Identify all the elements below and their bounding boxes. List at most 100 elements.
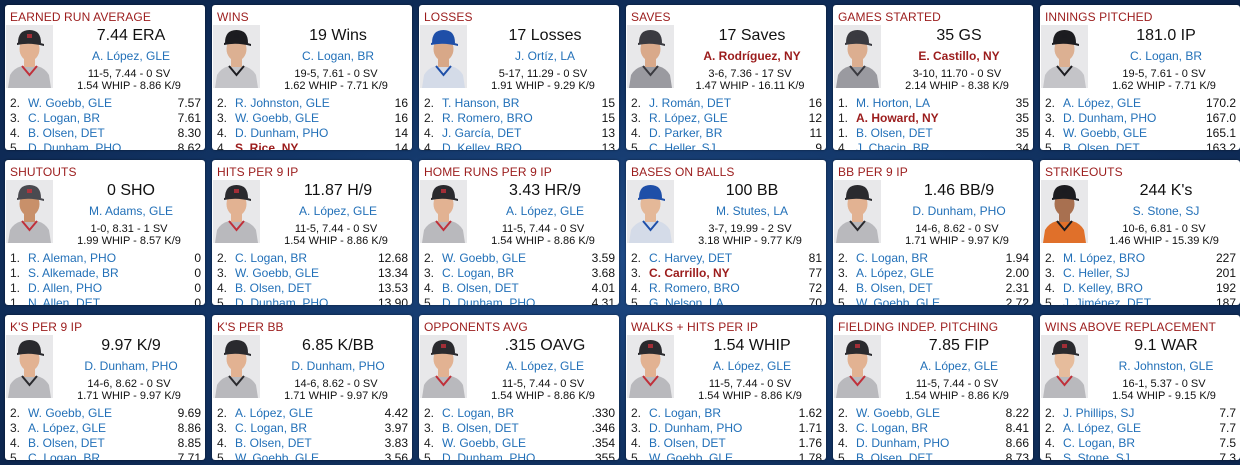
player-name-link[interactable]: C. Logan, BR <box>1063 436 1136 450</box>
leader-name-link[interactable]: D. Dunham, PHO <box>912 204 1006 218</box>
player-name-link[interactable]: R. Johnston, GLE <box>235 96 330 110</box>
leader-card[interactable]: INNINGS PITCHED 181.0 IP C. Logan, BR 19-5,… <box>1040 5 1240 150</box>
player-portrait[interactable] <box>213 180 260 243</box>
player-name-link[interactable]: C. Logan, BR <box>235 251 308 265</box>
player-name-link[interactable]: D. Dunham, PHO <box>442 451 536 460</box>
player-name-link[interactable]: W. Goebb, GLE <box>1063 126 1148 140</box>
leader-card[interactable]: BASES ON BALLS 100 BB M. Stutes, LA 3-7, 19… <box>626 160 826 305</box>
player-name-link[interactable]: B. Olsen, DET <box>1063 141 1140 150</box>
player-name-link[interactable]: R. Romero, BRO <box>442 111 533 125</box>
player-name-link[interactable]: S. Stone, SJ <box>1063 451 1130 460</box>
player-name-link[interactable]: D. Dunham, PHO <box>649 421 743 435</box>
leader-card[interactable]: LOSSES 17 Losses J. Ortíz, LA 5-17, 11.29 -… <box>419 5 619 150</box>
player-name-link[interactable]: R. López, GLE <box>649 111 728 125</box>
leader-card[interactable]: SHUTOUTS 0 SHO M. Adams, GLE 1-0, 8.31 - 1 … <box>5 160 205 305</box>
player-name-link[interactable]: D. Dunham, PHO <box>856 436 950 450</box>
player-name-link[interactable]: G. Nelson, LA <box>649 296 724 305</box>
leader-card[interactable]: OPPONENTS AVG .315 OAVG A. López, GLE 11-5,… <box>419 315 619 460</box>
player-name-link[interactable]: B. Olsen, DET <box>649 436 726 450</box>
player-name-link[interactable]: W. Goebb, GLE <box>28 406 113 420</box>
leader-name-link[interactable]: S. Stone, SJ <box>1132 204 1200 218</box>
leader-name-link[interactable]: A. López, GLE <box>91 49 171 63</box>
leader-name-link[interactable]: A. López, GLE <box>505 204 585 218</box>
leader-name-link[interactable]: D. Dunham, PHO <box>291 359 385 373</box>
leader-card[interactable]: FIELDING INDEP. PITCHING 7.85 FIP A. López… <box>833 315 1033 460</box>
player-name-link[interactable]: W. Goebb, GLE <box>235 451 320 460</box>
player-name-link[interactable]: R. Romero, BRO <box>649 281 740 295</box>
leader-card[interactable]: K'S PER BB 6.85 K/BB D. Dunham, PHO 14-6, 8… <box>212 315 412 460</box>
player-name-link[interactable]: B. Olsen, DET <box>856 126 933 140</box>
player-name-link[interactable]: B. Olsen, DET <box>856 451 933 460</box>
player-portrait[interactable] <box>627 25 674 88</box>
leader-name-link[interactable]: R. Johnston, GLE <box>1118 359 1214 373</box>
leader-name-link[interactable]: M. Adams, GLE <box>88 204 174 218</box>
player-name-link[interactable]: B. Olsen, DET <box>442 421 519 435</box>
player-name-link[interactable]: J. Román, DET <box>649 96 732 110</box>
leader-name-link[interactable]: J. Ortíz, LA <box>514 49 575 63</box>
player-name-link[interactable]: C. Harvey, DET <box>649 251 733 265</box>
leader-name-link[interactable]: D. Dunham, PHO <box>84 359 178 373</box>
player-name-link[interactable]: C. Heller, SJ <box>649 141 716 150</box>
player-name-link[interactable]: B. Olsen, DET <box>28 436 105 450</box>
leader-card[interactable]: GAMES STARTED 35 GS E. Castillo, NY 3-10, 1… <box>833 5 1033 150</box>
leader-card[interactable]: WINS 19 Wins C. Logan, BR 19-5, 7.61 - 0 SV… <box>212 5 412 150</box>
leader-card[interactable]: STRIKEOUTS 244 K's S. Stone, SJ 10-6, 6.81 … <box>1040 160 1240 305</box>
player-portrait[interactable] <box>834 335 881 398</box>
leader-card[interactable]: BB PER 9 IP 1.46 BB/9 D. Dunham, PHO 14-6, … <box>833 160 1033 305</box>
player-name-link[interactable]: W. Goebb, GLE <box>235 266 320 280</box>
player-name-link[interactable]: C. Logan, BR <box>28 451 101 460</box>
player-portrait[interactable] <box>213 335 260 398</box>
player-name-link[interactable]: S. Alkemade, BR <box>28 266 119 280</box>
player-name-link[interactable]: C. Logan, BR <box>856 421 929 435</box>
player-portrait[interactable] <box>834 25 881 88</box>
player-portrait[interactable] <box>1041 335 1088 398</box>
player-portrait[interactable] <box>627 180 674 243</box>
leader-name-link[interactable]: A. López, GLE <box>505 359 585 373</box>
player-name-link[interactable]: D. Kelley, BRO <box>1063 281 1143 295</box>
player-name-link[interactable]: D. Allen, PHO <box>28 281 103 295</box>
player-name-link[interactable]: W. Goebb, GLE <box>235 111 320 125</box>
player-portrait[interactable] <box>6 335 53 398</box>
player-name-link[interactable]: C. Carrillo, NY <box>649 266 730 280</box>
player-name-link[interactable]: A. López, GLE <box>1063 96 1142 110</box>
leader-name-link[interactable]: A. López, GLE <box>919 359 999 373</box>
player-portrait[interactable] <box>213 25 260 88</box>
leader-name-link[interactable]: M. Stutes, LA <box>715 204 789 218</box>
player-name-link[interactable]: D. Dunham, PHO <box>235 296 329 305</box>
player-name-link[interactable]: B. Olsen, DET <box>856 281 933 295</box>
player-name-link[interactable]: B. Olsen, DET <box>442 281 519 295</box>
leader-card[interactable]: HOME RUNS PER 9 IP 3.43 HR/9 A. López, GLE… <box>419 160 619 305</box>
player-portrait[interactable] <box>834 180 881 243</box>
player-name-link[interactable]: J. Jiménez, DET <box>1063 296 1152 305</box>
player-name-link[interactable]: J. Phillips, SJ <box>1063 406 1135 420</box>
player-name-link[interactable]: C. Logan, BR <box>442 406 515 420</box>
player-name-link[interactable]: D. Dunham, PHO <box>28 141 122 150</box>
player-name-link[interactable]: B. Olsen, DET <box>28 126 105 140</box>
player-portrait[interactable] <box>627 335 674 398</box>
player-name-link[interactable]: T. Hanson, BR <box>442 96 520 110</box>
leader-card[interactable]: WALKS + HITS PER IP 1.54 WHIP A. López, GL… <box>626 315 826 460</box>
player-name-link[interactable]: W. Goebb, GLE <box>856 296 941 305</box>
leader-name-link[interactable]: A. López, GLE <box>298 204 378 218</box>
leader-card[interactable]: HITS PER 9 IP 11.87 H/9 A. López, GLE 11-5,… <box>212 160 412 305</box>
player-name-link[interactable]: C. Logan, BR <box>235 421 308 435</box>
player-name-link[interactable]: W. Goebb, GLE <box>856 406 941 420</box>
player-portrait[interactable] <box>1041 25 1088 88</box>
player-name-link[interactable]: C. Logan, BR <box>28 111 101 125</box>
leader-card[interactable]: SAVES 17 Saves A. Rodríguez, NY 3-6, 7.36 -… <box>626 5 826 150</box>
player-name-link[interactable]: N. Allen, DET <box>28 296 101 305</box>
leader-name-link[interactable]: C. Logan, BR <box>1129 49 1203 63</box>
player-name-link[interactable]: B. Olsen, DET <box>235 281 312 295</box>
player-name-link[interactable]: R. Aleman, PHO <box>28 251 117 265</box>
player-name-link[interactable]: M. Horton, LA <box>856 96 931 110</box>
player-name-link[interactable]: C. Heller, SJ <box>1063 266 1130 280</box>
player-name-link[interactable]: D. Parker, BR <box>649 126 723 140</box>
leader-card[interactable]: EARNED RUN AVERAGE 7.44 ERA A. López, GLE 1… <box>5 5 205 150</box>
leader-name-link[interactable]: A. López, GLE <box>712 359 792 373</box>
player-name-link[interactable]: C. Logan, BR <box>856 251 929 265</box>
player-portrait[interactable] <box>6 180 53 243</box>
player-name-link[interactable]: B. Olsen, DET <box>235 436 312 450</box>
player-portrait[interactable] <box>1041 180 1088 243</box>
player-name-link[interactable]: D. Dunham, PHO <box>1063 111 1157 125</box>
player-name-link[interactable]: A. López, GLE <box>1063 421 1142 435</box>
